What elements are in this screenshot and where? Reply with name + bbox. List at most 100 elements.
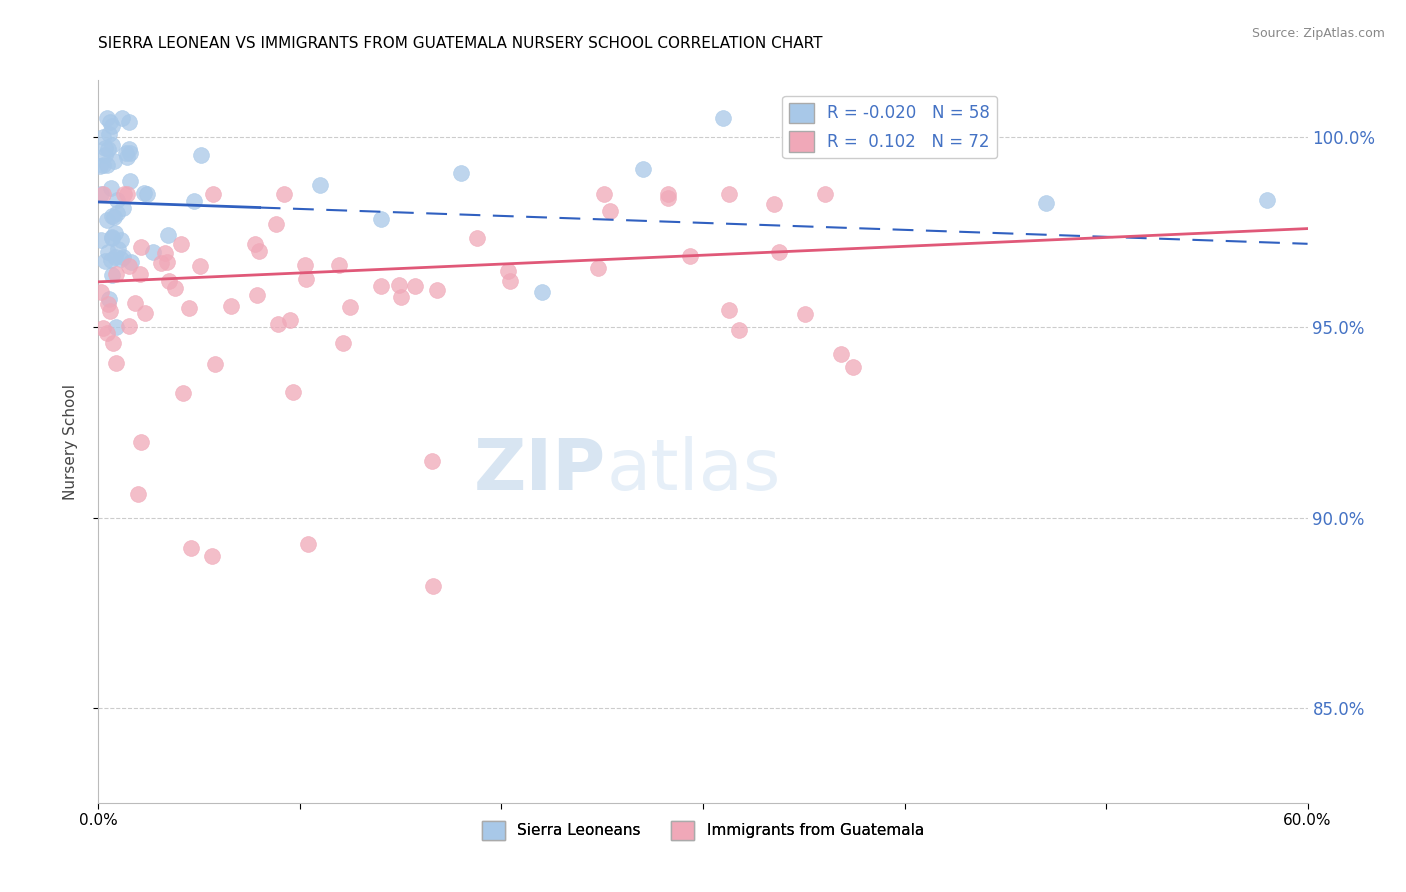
Point	[157, 228, 180, 243]
Point	[339, 300, 361, 314]
Point	[718, 187, 741, 202]
Point	[593, 187, 616, 202]
Point	[100, 231, 122, 245]
Point	[120, 255, 142, 269]
Point	[657, 191, 679, 205]
Point	[246, 288, 269, 302]
Point	[118, 142, 141, 156]
Point	[97, 143, 120, 157]
Point	[103, 154, 125, 169]
Point	[91, 130, 114, 145]
Point	[243, 237, 266, 252]
Point	[190, 148, 212, 162]
Point	[90, 187, 112, 202]
Point	[278, 312, 301, 326]
Y-axis label: Nursery School: Nursery School	[63, 384, 77, 500]
Point	[389, 290, 412, 304]
Point	[107, 243, 129, 257]
Point	[101, 230, 124, 244]
Point	[136, 186, 159, 201]
Point	[105, 320, 128, 334]
Point	[762, 196, 785, 211]
Point	[328, 259, 350, 273]
Point	[586, 260, 609, 275]
Point	[727, 323, 749, 337]
Point	[842, 359, 865, 374]
Point	[599, 203, 621, 218]
Point	[465, 231, 488, 245]
Point	[172, 386, 194, 401]
Point	[105, 356, 128, 370]
Point	[100, 180, 122, 194]
Point	[450, 166, 472, 180]
Legend: Sierra Leoneans, Immigrants from Guatemala: Sierra Leoneans, Immigrants from Guatema…	[477, 815, 929, 846]
Point	[97, 245, 120, 260]
Point	[101, 268, 124, 283]
Point	[101, 119, 124, 133]
Point	[794, 307, 817, 321]
Point	[115, 187, 138, 202]
Point	[157, 274, 180, 288]
Text: Source: ZipAtlas.com: Source: ZipAtlas.com	[1251, 27, 1385, 40]
Point	[129, 267, 152, 281]
Point	[98, 292, 121, 306]
Point	[711, 112, 734, 126]
Point	[104, 250, 127, 264]
Point	[830, 347, 852, 361]
Point	[631, 162, 654, 177]
Point	[134, 305, 156, 319]
Point	[179, 541, 201, 555]
Point	[388, 277, 411, 292]
Point	[156, 255, 179, 269]
Point	[204, 358, 226, 372]
Point	[101, 137, 124, 152]
Point	[100, 115, 122, 129]
Point	[93, 254, 115, 268]
Point	[768, 244, 790, 259]
Point	[93, 320, 115, 334]
Point	[404, 279, 426, 293]
Point	[422, 579, 444, 593]
Point	[219, 299, 242, 313]
Point	[118, 146, 141, 161]
Point	[1256, 194, 1278, 208]
Text: SIERRA LEONEAN VS IMMIGRANTS FROM GUATEMALA NURSERY SCHOOL CORRELATION CHART: SIERRA LEONEAN VS IMMIGRANTS FROM GUATEM…	[98, 36, 823, 51]
Point	[105, 193, 128, 207]
Point	[163, 281, 186, 295]
Point	[115, 146, 138, 161]
Point	[188, 259, 211, 273]
Point	[91, 158, 114, 172]
Text: ZIP: ZIP	[474, 436, 606, 505]
Point	[183, 194, 205, 208]
Point	[309, 178, 332, 192]
Point	[90, 233, 112, 247]
Point	[814, 187, 837, 202]
Point	[202, 187, 225, 202]
Point	[89, 159, 111, 173]
Point	[124, 296, 146, 310]
Point	[112, 187, 135, 202]
Point	[201, 549, 224, 563]
Point	[129, 240, 152, 254]
Point	[110, 252, 132, 266]
Point	[499, 274, 522, 288]
Point	[91, 187, 114, 202]
Text: atlas: atlas	[606, 436, 780, 505]
Point	[101, 210, 124, 224]
Point	[127, 487, 149, 501]
Point	[103, 211, 125, 225]
Point	[110, 233, 132, 247]
Point	[93, 147, 115, 161]
Point	[294, 258, 316, 272]
Point	[117, 319, 139, 334]
Point	[679, 249, 702, 263]
Point	[420, 453, 443, 467]
Point	[131, 434, 153, 449]
Point	[332, 336, 354, 351]
Point	[294, 272, 316, 286]
Point	[426, 283, 449, 297]
Point	[103, 336, 125, 351]
Point	[657, 187, 679, 202]
Point	[96, 112, 118, 126]
Point	[177, 301, 200, 315]
